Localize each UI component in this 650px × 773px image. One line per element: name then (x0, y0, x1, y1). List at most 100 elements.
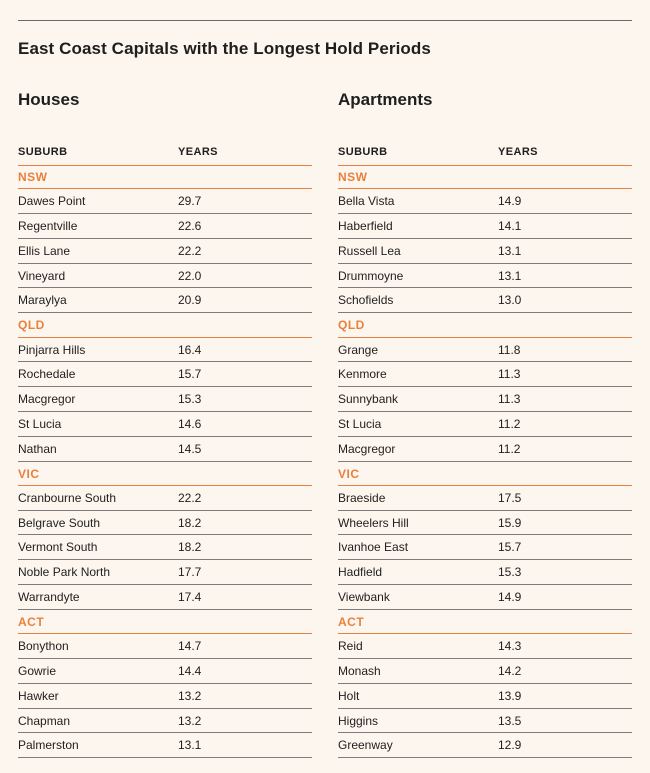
suburb-cell: Regentville (18, 219, 78, 234)
apartments-table-row: Haberfield 14.1 (338, 214, 632, 239)
years-cell: 18.2 (178, 515, 202, 530)
state-label: QLD (338, 318, 365, 333)
years-cell: 17.7 (178, 565, 202, 580)
state-label: VIC (338, 466, 360, 481)
years-cell: 16.4 (178, 342, 202, 357)
houses-table-row: Cranbourne South 22.2 (18, 486, 312, 511)
houses-table-row: Ellis Lane 22.2 (18, 239, 312, 264)
apartments-heading: Apartments (338, 90, 433, 109)
houses-table-row: Warrandyte 17.4 (18, 585, 312, 610)
houses-table-row: Chapman 13.2 (18, 709, 312, 734)
suburb-cell: Cranbourne South (18, 490, 117, 505)
years-cell: 14.3 (498, 639, 522, 654)
apartments-table-row: Ivanhoe East 15.7 (338, 535, 632, 561)
suburb-cell: Macgregor (338, 441, 396, 456)
suburb-cell: St Lucia (338, 416, 382, 431)
years-cell: 13.1 (498, 243, 522, 258)
suburb-cell: Dawes Point (18, 194, 86, 209)
years-cell: 15.7 (178, 367, 202, 382)
years-cell: 17.4 (178, 590, 202, 605)
years-cell: 17.5 (498, 490, 522, 505)
years-cell: 12.9 (498, 738, 522, 753)
suburb-cell: Grange (338, 342, 379, 357)
suburb-cell: Vermont South (18, 540, 98, 555)
years-cell: 29.7 (178, 194, 202, 209)
suburb-cell: Chapman (18, 713, 71, 728)
years-cell: 13.1 (178, 738, 202, 753)
years-cell: 13.1 (498, 268, 522, 283)
apartments-table-row: Drummoyne 13.1 (338, 264, 632, 289)
suburb-cell: Wheelers Hill (338, 515, 409, 530)
suburb-cell: Greenway (338, 738, 393, 753)
years-cell: 14.2 (498, 663, 522, 678)
years-cell: 14.6 (178, 416, 202, 431)
state-label: QLD (18, 318, 45, 333)
years-cell: 22.0 (178, 268, 202, 283)
apartments-table-row: Schofields 13.0 (338, 288, 632, 314)
houses-table-row: Palmerston 13.1 (18, 733, 312, 759)
years-cell: 15.3 (178, 392, 202, 407)
years-cell: 22.6 (178, 219, 202, 234)
suburb-cell: Kenmore (338, 367, 387, 382)
apartments-table-row: Greenway 12.9 (338, 733, 632, 759)
houses-table-row: Belgrave South 18.2 (18, 511, 312, 536)
houses-state-heading: VIC (18, 462, 312, 486)
top-divider (18, 20, 632, 21)
houses-table-row: Vermont South 18.2 (18, 535, 312, 561)
years-cell: 13.5 (498, 713, 522, 728)
apartments-table-row: Hadfield 15.3 (338, 560, 632, 586)
apartments-table-row: Bella Vista 14.9 (338, 189, 632, 215)
years-cell: 11.2 (498, 416, 521, 431)
state-label: NSW (18, 170, 48, 184)
years-cell: 11.2 (498, 441, 521, 456)
houses-state-heading: QLD (18, 313, 312, 338)
apartments-state-heading: NSW (338, 165, 632, 190)
suburb-cell: Drummoyne (338, 268, 404, 283)
suburb-cell: Hadfield (338, 565, 383, 580)
apartments-table-row: Wheelers Hill 15.9 (338, 511, 632, 536)
houses-header-row: SUBURB YEARS (18, 146, 312, 166)
suburb-cell: Noble Park North (18, 565, 111, 580)
suburb-cell: Bonython (18, 639, 69, 654)
state-label: ACT (338, 614, 365, 629)
houses-table-row: Regentville 22.6 (18, 214, 312, 239)
years-cell: 11.8 (498, 342, 521, 357)
suburb-cell: Sunnybank (338, 392, 399, 407)
suburb-cell: Ivanhoe East (338, 540, 409, 555)
years-cell: 13.9 (498, 688, 522, 703)
houses-table-row: Macgregor 15.3 (18, 387, 312, 412)
suburb-cell: Reid (338, 639, 363, 654)
houses-table-row: Noble Park North 17.7 (18, 560, 312, 586)
suburb-cell: Braeside (338, 490, 386, 505)
apartments-rows: NSW Bella Vista 14.9 Haberfield 14.1 Russell … (338, 165, 632, 759)
suburb-cell: Rochedale (18, 367, 76, 382)
years-cell: 11.3 (498, 367, 521, 382)
suburb-cell: Belgrave South (18, 515, 101, 530)
houses-table-row: St Lucia 14.6 (18, 412, 312, 437)
suburb-cell: Maraylya (18, 293, 67, 308)
apartments-table-row: Russell Lea 13.1 (338, 239, 632, 264)
suburb-cell: Holt (338, 688, 360, 703)
years-cell: 22.2 (178, 490, 202, 505)
years-cell: 15.7 (498, 540, 522, 555)
houses-table-row: Bonython 14.7 (18, 634, 312, 659)
suburb-cell: Palmerston (18, 738, 79, 753)
years-cell: 18.2 (178, 540, 202, 555)
years-cell: 11.3 (498, 392, 521, 407)
years-cell: 15.3 (498, 565, 522, 580)
state-label: NSW (338, 170, 368, 184)
years-cell: 14.1 (498, 219, 522, 234)
years-cell: 13.2 (178, 688, 202, 703)
suburb-cell: Gowrie (18, 663, 57, 678)
houses-suburb-header: SUBURB (18, 146, 68, 158)
years-cell: 14.9 (498, 590, 522, 605)
apartments-table-row: Sunnybank 11.3 (338, 387, 632, 412)
apartments-state-heading: ACT (338, 610, 632, 635)
suburb-cell: Higgins (338, 713, 379, 728)
state-label: ACT (18, 614, 45, 629)
houses-years-header: YEARS (178, 146, 218, 158)
apartments-table-row: St Lucia 11.2 (338, 412, 632, 437)
apartments-table-row: Kenmore 11.3 (338, 362, 632, 388)
houses-state-heading: ACT (18, 610, 312, 635)
suburb-cell: Bella Vista (338, 194, 395, 209)
